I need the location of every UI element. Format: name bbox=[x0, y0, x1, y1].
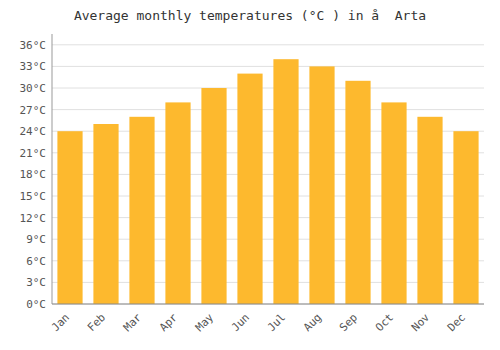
grid-line bbox=[52, 304, 484, 305]
grid-line bbox=[52, 66, 484, 67]
bar bbox=[417, 117, 442, 304]
title: Average monthly temperatures (°C ) in å … bbox=[74, 8, 426, 23]
y-tick-label: 18°C bbox=[20, 168, 47, 181]
y-tick-label: 9°C bbox=[26, 233, 46, 246]
x-axis: Jan Feb Mar Apr May Jun Jul Aug Sep Oct Nov Dec bbox=[49, 304, 484, 334]
bar bbox=[93, 124, 118, 304]
bars bbox=[57, 59, 478, 304]
x-tick-label: Aug bbox=[301, 311, 324, 334]
bar bbox=[129, 117, 154, 304]
bar bbox=[237, 74, 262, 304]
y-axis-line bbox=[52, 34, 53, 304]
y-tick-label: 21°C bbox=[20, 147, 47, 160]
x-tick-label: Sep bbox=[337, 311, 360, 334]
grid-line bbox=[52, 44, 484, 45]
bar bbox=[201, 88, 226, 304]
x-tick-label: Jan bbox=[49, 311, 72, 334]
x-tick-label: Apr bbox=[157, 311, 181, 335]
y-tick-label: 6°C bbox=[26, 255, 46, 268]
bar bbox=[57, 131, 82, 304]
y-tick-label: 0°C bbox=[26, 298, 46, 311]
x-tick-label: Mar bbox=[121, 311, 145, 335]
y-tick-label: 15°C bbox=[20, 190, 47, 203]
grid-line bbox=[52, 109, 484, 110]
x-tick-label: Jul bbox=[265, 311, 288, 334]
grid-line bbox=[52, 88, 484, 89]
y-tick-label: 33°C bbox=[20, 60, 47, 73]
y-tick-label: 30°C bbox=[20, 82, 47, 95]
x-tick-label: Nov bbox=[409, 311, 433, 335]
x-axis-line bbox=[52, 304, 484, 305]
y-grid bbox=[52, 45, 484, 304]
chart-container: Average monthly temperatures (°C ) in å … bbox=[0, 0, 500, 350]
bar bbox=[309, 66, 334, 304]
x-tick-label: Oct bbox=[373, 311, 396, 334]
x-tick-label: Feb bbox=[85, 311, 108, 334]
bar bbox=[453, 131, 478, 304]
y-tick-label: 24°C bbox=[20, 125, 47, 138]
x-tick-label: Dec bbox=[445, 311, 468, 334]
y-tick-label: 27°C bbox=[20, 104, 47, 117]
bar bbox=[165, 102, 190, 304]
x-tick-label: May bbox=[193, 311, 217, 335]
x-tick-label: Jun bbox=[229, 311, 252, 334]
y-tick-label: 12°C bbox=[20, 212, 47, 225]
y-tick-label: 3°C bbox=[26, 276, 46, 289]
bar bbox=[381, 102, 406, 304]
bar bbox=[345, 81, 370, 304]
bar bbox=[273, 59, 298, 304]
y-axis: 0°C 3°C 6°C 9°C 12°C 15°C 18°C 21°C 24°C 27°C 30°C… bbox=[20, 34, 53, 311]
y-tick-label: 36°C bbox=[20, 39, 47, 52]
chart-svg: Average monthly temperatures (°C ) in å … bbox=[0, 0, 500, 350]
